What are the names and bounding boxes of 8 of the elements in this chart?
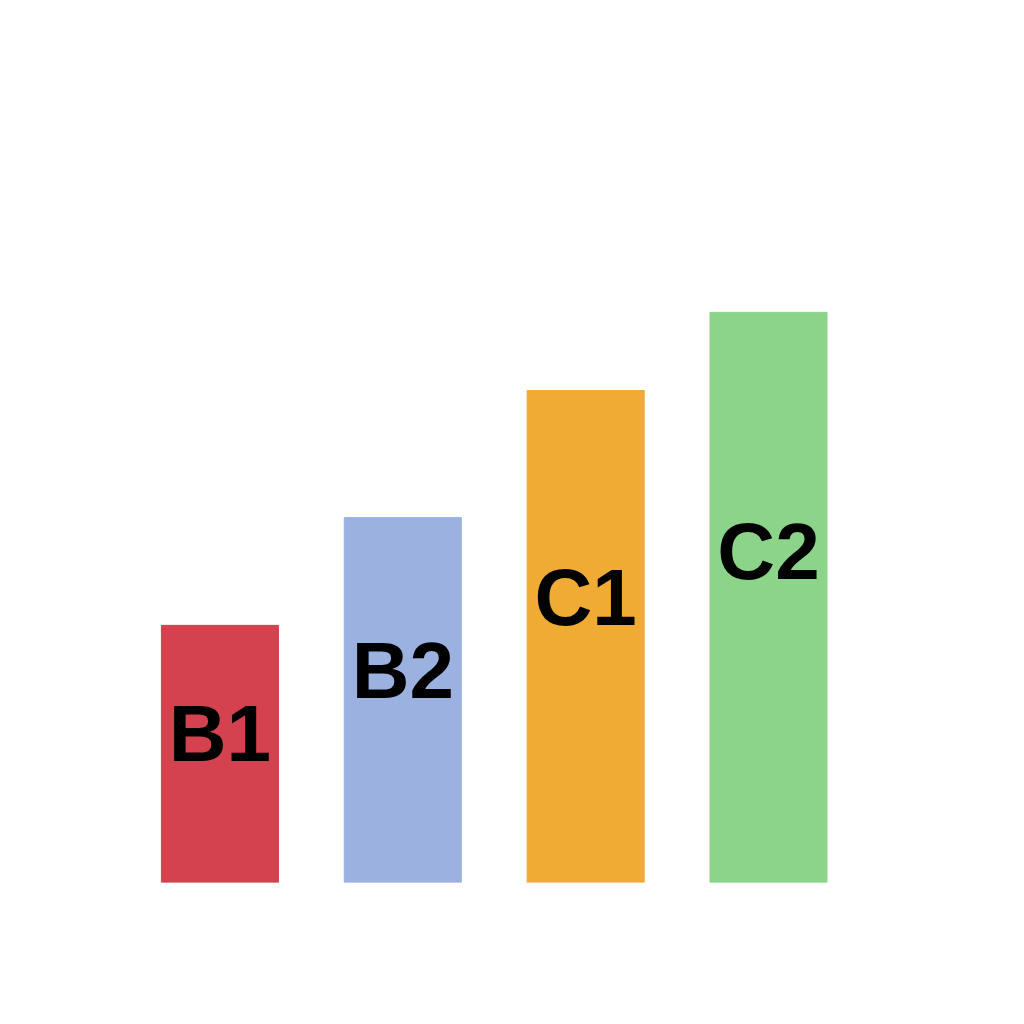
bar (526, 389, 645, 883)
x-tick-label: B2 (351, 626, 454, 716)
bar (160, 624, 279, 883)
x-tick-label: B1 (168, 688, 272, 778)
bar (709, 311, 828, 883)
bar (343, 517, 462, 883)
x-tick-label: C1 (534, 552, 637, 642)
x-tick-label: C2 (717, 507, 820, 597)
